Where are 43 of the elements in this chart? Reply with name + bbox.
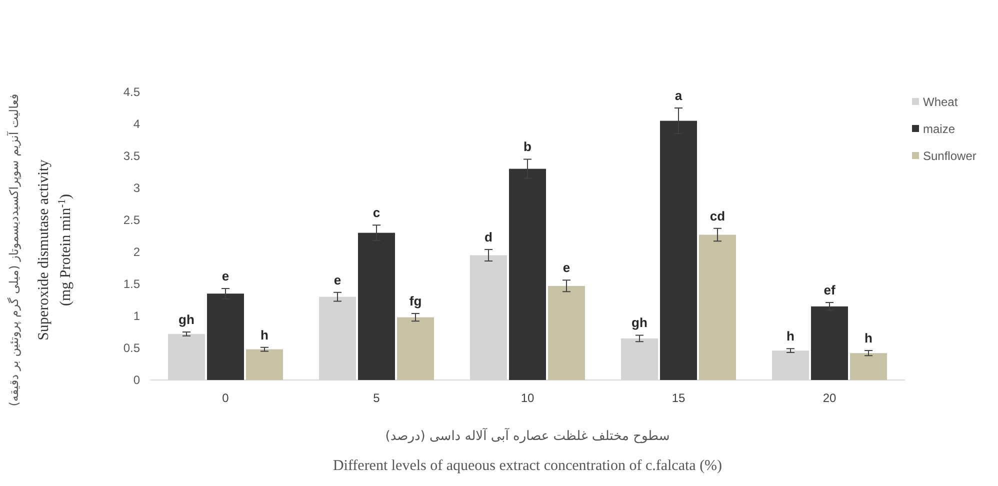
x-tick-label: 5	[373, 391, 380, 405]
legend-label: Wheat	[923, 95, 958, 109]
y-tick-label: 2	[133, 245, 140, 259]
annotation: fg	[409, 293, 422, 308]
y-tick-label: 2.5	[123, 213, 140, 227]
annotation: h	[260, 327, 269, 342]
y-tick-label: 4	[133, 117, 140, 131]
y-tick-label: 3.5	[123, 149, 140, 163]
annotation: gh	[632, 315, 648, 330]
annotation: h	[786, 328, 795, 344]
bar	[397, 317, 434, 380]
y-tick-label: 3	[133, 181, 140, 195]
annotation: c	[372, 205, 380, 220]
bar	[207, 294, 244, 380]
legend-label: maize	[923, 122, 956, 136]
y-tick-label: 0.5	[123, 341, 140, 355]
annotation: b	[524, 139, 532, 154]
annotation: e	[222, 268, 230, 284]
annotation: h	[864, 330, 873, 346]
x-tick-label: 20	[822, 391, 836, 405]
annotation: cd	[710, 208, 726, 224]
annotation: e	[334, 272, 342, 288]
x-tick-label: 0	[222, 391, 230, 405]
bar	[699, 234, 736, 380]
annotation: d	[484, 229, 493, 244]
y-tick-label: 1.5	[123, 277, 140, 291]
y-tick-label: 4.5	[123, 85, 140, 99]
annotation: ef	[824, 282, 836, 298]
annotation: gh	[178, 312, 194, 327]
bar	[811, 306, 848, 380]
legend-label: Sunflower	[923, 149, 976, 163]
annotation: a	[674, 88, 683, 103]
annotation: e	[562, 260, 570, 276]
bar	[850, 353, 887, 380]
y-tick-label: 0	[133, 373, 140, 387]
bar	[660, 120, 697, 380]
bar	[246, 349, 283, 380]
bar	[548, 286, 585, 380]
x-tick-label: 15	[672, 391, 686, 405]
bar	[358, 232, 395, 380]
bar	[509, 168, 546, 380]
x-tick-label: 10	[520, 391, 534, 405]
y-tick-label: 1	[133, 309, 140, 323]
